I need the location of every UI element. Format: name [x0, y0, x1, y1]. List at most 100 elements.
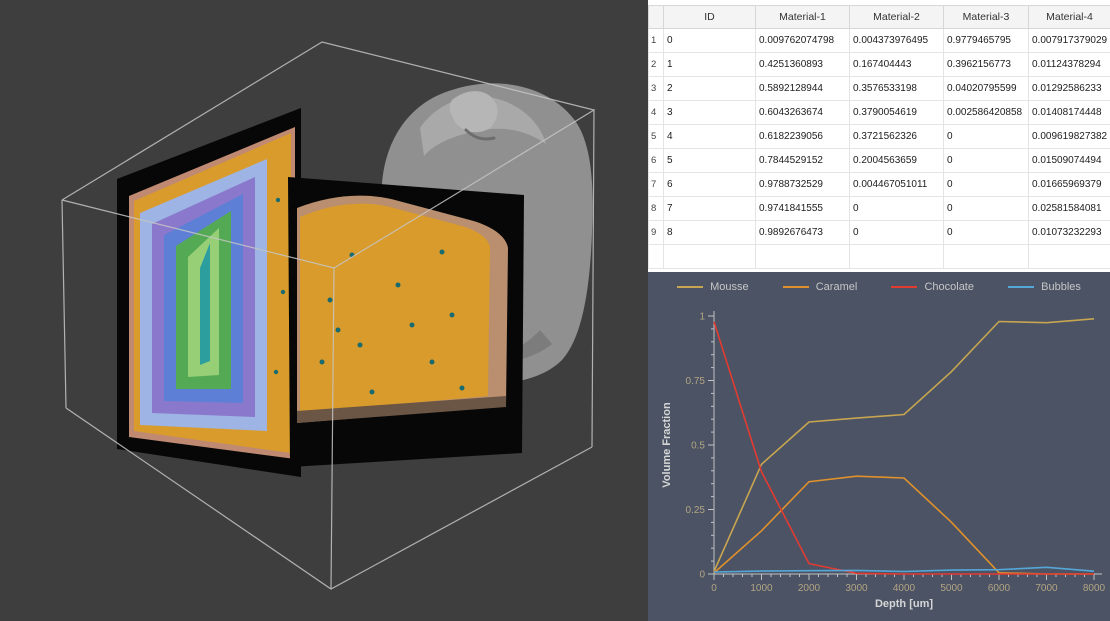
table-cell: 0.007917379029 [1028, 28, 1110, 53]
legend-item-chocolate[interactable]: Chocolate [891, 281, 974, 293]
table-row[interactable]: 3 2 0.5892128944 0.3576533198 0.04020795599 0… [648, 76, 1110, 101]
svg-text:6000: 6000 [988, 583, 1011, 594]
table-cell: 0.167404443 [849, 52, 944, 77]
table-cell: 0.9788732529 [755, 172, 850, 197]
svg-text:5000: 5000 [940, 583, 963, 594]
table-cell: 7 [663, 196, 756, 221]
table-row[interactable]: 9 8 0.9892676473 0 0 0.01073232293 [648, 220, 1110, 245]
3d-viewport[interactable] [0, 0, 648, 621]
table-row[interactable]: 7 6 0.9788732529 0.004467051011 0 0.016659693… [648, 172, 1110, 197]
table-cell: 0.04020795599 [943, 76, 1029, 101]
row-number: 7 [648, 172, 664, 197]
table-cell: 0.01408174448 [1028, 100, 1110, 125]
table-cell: 0.6182239056 [755, 124, 850, 149]
bounding-box [61, 41, 596, 590]
svg-text:2000: 2000 [798, 583, 821, 594]
chart-plot[interactable]: 0 0.25 0.5 0.75 1 0 1000 2000 3000 4000 5000 6000 70… [648, 302, 1110, 621]
bubble-dots [319, 249, 465, 395]
legend-item-bubbles[interactable]: Bubbles [1008, 281, 1081, 293]
table-cell: 3 [663, 100, 756, 125]
segmented-slice [117, 108, 301, 477]
material-table: ID Material-1 Material-2 Material-3 Material… [648, 5, 1110, 269]
table-row-empty [648, 244, 1110, 269]
table-cell: 0 [943, 124, 1029, 149]
legend-swatch [1008, 286, 1035, 288]
table-cell: 0 [943, 148, 1029, 173]
row-number-header [648, 5, 664, 29]
table-cell: 0 [849, 220, 944, 245]
table-cell: 2 [663, 76, 756, 101]
row-number: 1 [648, 28, 664, 53]
caramel-slice [288, 177, 524, 467]
svg-text:1000: 1000 [750, 583, 773, 594]
table-cell: 0.004467051011 [849, 172, 944, 197]
table-cell: 0 [943, 220, 1029, 245]
material-table-panel: ID Material-1 Material-2 Material-3 Material… [648, 0, 1110, 272]
column-header-material-4[interactable]: Material-4 [1028, 5, 1110, 29]
table-row[interactable]: 1 0 0.009762074798 0.004373976495 0.97794657… [648, 28, 1110, 53]
table-cell: 5 [663, 148, 756, 173]
table-cell: 0.004373976495 [849, 28, 944, 53]
series-chocolate [713, 321, 1094, 575]
y-axis: 0 0.25 0.5 0.75 1 [686, 311, 715, 581]
table-cell: 0.009619827382 [1028, 124, 1110, 149]
column-header-material-1[interactable]: Material-1 [755, 5, 850, 29]
legend-label: Mousse [710, 281, 749, 293]
table-cell: 0.9741841555 [755, 196, 850, 221]
chart-legend: Mousse Caramel Chocolate Bubbles [648, 272, 1110, 302]
series-lines [713, 318, 1095, 575]
legend-label: Caramel [815, 281, 858, 293]
legend-swatch [782, 286, 809, 288]
table-row[interactable]: 4 3 0.6043263674 0.3790054619 0.002586420858… [648, 100, 1110, 125]
table-cell: 0.2004563659 [849, 148, 944, 173]
column-header-material-3[interactable]: Material-3 [943, 5, 1029, 29]
table-cell: 0 [663, 28, 756, 53]
row-number: 2 [648, 52, 664, 77]
column-header-material-2[interactable]: Material-2 [849, 5, 944, 29]
legend-label: Chocolate [924, 281, 974, 293]
table-cell: 0.3576533198 [849, 76, 944, 101]
row-number: 4 [648, 100, 664, 125]
table-cell: 0.3962156773 [943, 52, 1029, 77]
series-bubbles [713, 566, 1095, 573]
table-cell: 0.009762074798 [755, 28, 850, 53]
row-number: 9 [648, 220, 664, 245]
table-cell: 0.3721562326 [849, 124, 944, 149]
table-cell: 8 [663, 220, 756, 245]
table-cell: 0 [943, 196, 1029, 221]
table-row[interactable]: 6 5 0.7844529152 0.2004563659 0 0.01509074494 [648, 148, 1110, 173]
table-cell: 1 [663, 52, 756, 77]
table-row[interactable]: 8 7 0.9741841555 0 0 0.02581584081 [648, 196, 1110, 221]
x-axis: 0 1000 2000 3000 4000 5000 6000 7000 8000 [711, 573, 1106, 594]
table-cell: 0.01124378294 [1028, 52, 1110, 77]
table-cell: 0.6043263674 [755, 100, 850, 125]
table-cell: 4 [663, 124, 756, 149]
legend-item-caramel[interactable]: Caramel [782, 281, 858, 293]
table-cell: 0.4251360893 [755, 52, 850, 77]
svg-text:3000: 3000 [845, 583, 868, 594]
svg-text:8000: 8000 [1083, 583, 1106, 594]
table-body: 1 0 0.009762074798 0.004373976495 0.97794657… [648, 28, 1110, 269]
row-number: 3 [648, 76, 664, 101]
svg-text:7000: 7000 [1035, 583, 1058, 594]
volume-fraction-chart-panel: Mousse Caramel Chocolate Bubbles 0 0.25 0.5 0.… [648, 272, 1110, 621]
table-cell: 0.5892128944 [755, 76, 850, 101]
svg-text:0: 0 [711, 583, 717, 594]
svg-text:4000: 4000 [893, 583, 916, 594]
table-row[interactable]: 2 1 0.4251360893 0.167404443 0.3962156773 0.0… [648, 52, 1110, 77]
table-header-row: ID Material-1 Material-2 Material-3 Material… [648, 5, 1110, 29]
x-axis-label: Depth [um] [875, 598, 933, 610]
3d-scene [61, 41, 596, 590]
table-row[interactable]: 5 4 0.6182239056 0.3721562326 0 0.00961982738… [648, 124, 1110, 149]
y-axis-label: Volume Fraction [661, 402, 673, 488]
svg-text:0.25: 0.25 [686, 505, 706, 516]
legend-item-mousse[interactable]: Mousse [677, 281, 749, 293]
table-cell: 0.7844529152 [755, 148, 850, 173]
column-header-id[interactable]: ID [663, 5, 756, 29]
table-cell: 0.02581584081 [1028, 196, 1110, 221]
legend-swatch [891, 286, 918, 288]
row-number: 5 [648, 124, 664, 149]
table-cell: 0 [849, 196, 944, 221]
row-number: 6 [648, 148, 664, 173]
